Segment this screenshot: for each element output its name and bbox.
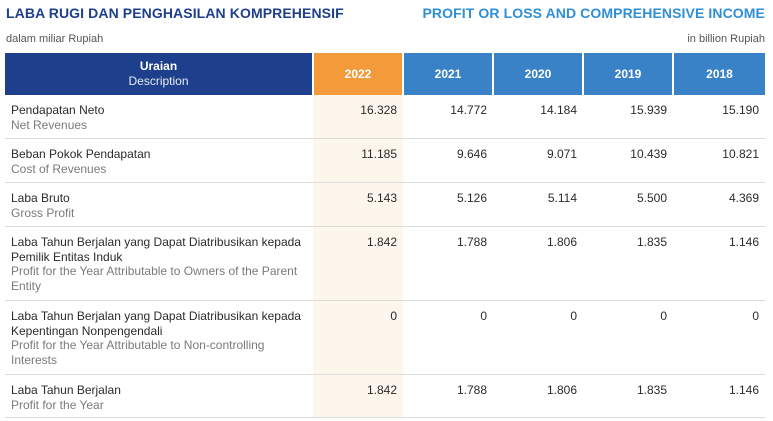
row-label-indonesian: Laba Tahun Berjalan bbox=[11, 383, 121, 397]
value-cell: 16.328 bbox=[313, 95, 403, 139]
value-cell: 1.788 bbox=[403, 226, 493, 301]
table-row: Laba Tahun Berjalan yang Dapat Diatribus… bbox=[5, 300, 765, 375]
row-label-english: Profit for the Year Attributable to Owne… bbox=[11, 264, 298, 293]
value-cell: 0 bbox=[673, 300, 765, 375]
row-label-english: Profit for the Year Attributable to Non-… bbox=[11, 338, 265, 367]
row-label-indonesian: Laba Tahun Berjalan yang Dapat Diatribus… bbox=[11, 309, 301, 338]
value-cell: 14.772 bbox=[403, 95, 493, 139]
value-cell: 5.114 bbox=[493, 182, 583, 227]
value-cell: 5.500 bbox=[583, 182, 673, 227]
table-row: Pendapatan Neto Net Revenues 16.328 14.7… bbox=[5, 95, 765, 139]
row-label-indonesian: Laba Bruto bbox=[11, 191, 70, 205]
row-description: Laba Tahun Berjalan yang Dapat Diatribus… bbox=[5, 300, 313, 375]
column-header-year: 2018 bbox=[673, 53, 765, 95]
row-label-english: Net Revenues bbox=[11, 117, 88, 132]
column-header-year: 2022 bbox=[313, 53, 404, 95]
column-header-description-id: Uraian bbox=[139, 59, 178, 73]
value-cell: 1.788 bbox=[403, 374, 493, 418]
table-header-row: Uraian Description 2022 2021 2020 2019 2… bbox=[5, 53, 765, 95]
row-description: Pendapatan Neto Net Revenues bbox=[5, 95, 313, 139]
value-cell: 1.146 bbox=[673, 374, 765, 418]
value-cell: 14.184 bbox=[493, 95, 583, 139]
value-cell: 10.821 bbox=[673, 138, 765, 183]
column-header-year: 2020 bbox=[493, 53, 584, 95]
value-cell: 1.146 bbox=[673, 226, 765, 301]
value-cell: 1.806 bbox=[493, 374, 583, 418]
unit-row: dalam miliar Rupiah in billion Rupiah bbox=[6, 33, 765, 47]
row-description: Laba Tahun Berjalan yang Dapat Diatribus… bbox=[5, 226, 313, 301]
value-cell: 9.646 bbox=[403, 138, 493, 183]
row-label-indonesian: Pendapatan Neto bbox=[11, 103, 105, 117]
value-cell: 0 bbox=[493, 300, 583, 375]
column-header-year: 2021 bbox=[403, 53, 494, 95]
row-label-english: Gross Profit bbox=[11, 205, 75, 220]
title-indonesian: LABA RUGI DAN PENGHASILAN KOMPREHENSIF bbox=[6, 5, 344, 21]
table-row: Beban Pokok Pendapatan Cost of Revenues … bbox=[5, 138, 765, 183]
value-cell: 0 bbox=[583, 300, 673, 375]
title-english: PROFIT OR LOSS AND COMPREHENSIVE INCOME bbox=[422, 5, 765, 21]
value-cell: 11.185 bbox=[313, 138, 403, 183]
column-header-description-en: Description bbox=[128, 74, 189, 88]
financial-table: Uraian Description 2022 2021 2020 2019 2… bbox=[5, 53, 765, 418]
row-label-english: Cost of Revenues bbox=[11, 161, 107, 176]
value-cell: 5.143 bbox=[313, 182, 403, 227]
value-cell: 15.190 bbox=[673, 95, 765, 139]
value-cell: 1.842 bbox=[313, 226, 403, 301]
row-label-english: Profit for the Year bbox=[11, 397, 104, 412]
column-header-description: Uraian Description bbox=[5, 53, 314, 95]
column-header-year: 2019 bbox=[583, 53, 674, 95]
value-cell: 1.835 bbox=[583, 226, 673, 301]
value-cell: 0 bbox=[313, 300, 403, 375]
value-cell: 1.835 bbox=[583, 374, 673, 418]
value-cell: 4.369 bbox=[673, 182, 765, 227]
unit-english: in billion Rupiah bbox=[687, 33, 765, 45]
row-label-indonesian: Beban Pokok Pendapatan bbox=[11, 147, 151, 161]
table-row: Laba Bruto Gross Profit 5.143 5.126 5.11… bbox=[5, 182, 765, 227]
row-description: Laba Bruto Gross Profit bbox=[5, 182, 313, 227]
value-cell: 1.842 bbox=[313, 374, 403, 418]
row-description: Beban Pokok Pendapatan Cost of Revenues bbox=[5, 138, 313, 183]
table-row: Laba Tahun Berjalan yang Dapat Diatribus… bbox=[5, 226, 765, 301]
value-cell: 5.126 bbox=[403, 182, 493, 227]
value-cell: 9.071 bbox=[493, 138, 583, 183]
row-label-indonesian: Laba Tahun Berjalan yang Dapat Diatribus… bbox=[11, 235, 301, 264]
table-row: Laba Tahun Berjalan Profit for the Year … bbox=[5, 374, 765, 418]
value-cell: 0 bbox=[403, 300, 493, 375]
unit-indonesian: dalam miliar Rupiah bbox=[6, 33, 104, 45]
value-cell: 10.439 bbox=[583, 138, 673, 183]
row-description: Laba Tahun Berjalan Profit for the Year bbox=[5, 374, 313, 418]
report-header: LABA RUGI DAN PENGHASILAN KOMPREHENSIF P… bbox=[6, 5, 765, 23]
value-cell: 15.939 bbox=[583, 95, 673, 139]
value-cell: 1.806 bbox=[493, 226, 583, 301]
